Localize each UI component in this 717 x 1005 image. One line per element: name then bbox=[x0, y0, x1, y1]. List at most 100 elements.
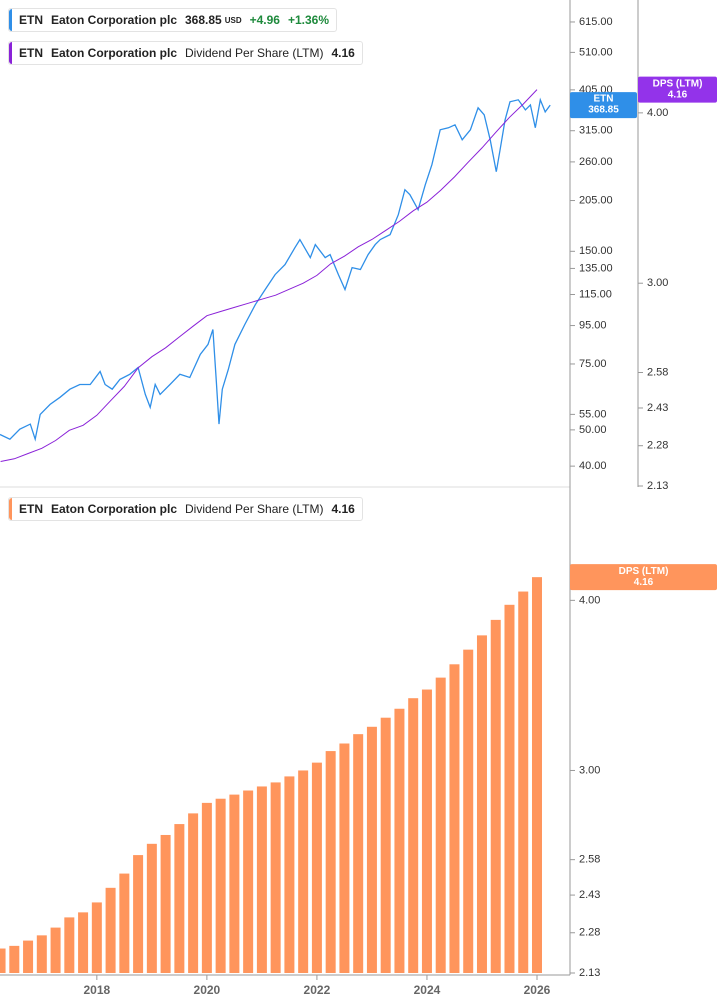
bar bbox=[215, 798, 226, 973]
x-tick-label: 2018 bbox=[83, 983, 110, 997]
bar bbox=[435, 677, 446, 973]
y-tick-label: 260.00 bbox=[579, 156, 613, 168]
bar bbox=[229, 794, 240, 973]
y-tick-label: 135.00 bbox=[579, 262, 613, 274]
y-tick-label: 2.43 bbox=[647, 402, 668, 414]
change-pct: +1.36% bbox=[287, 13, 330, 27]
price-tag-name: DPS (LTM) bbox=[653, 78, 703, 89]
company: Eaton Corporation plc bbox=[51, 46, 177, 60]
y-tick-label: 115.00 bbox=[579, 288, 612, 300]
y-tick-label: 2.58 bbox=[647, 366, 668, 378]
bar bbox=[133, 855, 144, 973]
symbol: ETN bbox=[19, 13, 43, 27]
symbol: ETN bbox=[19, 46, 43, 60]
bar bbox=[353, 734, 364, 973]
dps-value: 4.16 bbox=[331, 502, 355, 516]
x-tick-label: 2020 bbox=[194, 983, 221, 997]
line bbox=[0, 89, 538, 462]
bar bbox=[311, 762, 322, 973]
bar bbox=[394, 708, 405, 973]
bar bbox=[476, 635, 487, 973]
dps-value: 4.16 bbox=[331, 46, 355, 60]
bar bbox=[9, 945, 20, 973]
bar bbox=[160, 834, 171, 973]
y-tick-label: 2.28 bbox=[647, 440, 668, 452]
price-tag-value: 4.16 bbox=[668, 89, 688, 100]
currency: USD bbox=[224, 15, 242, 25]
x-tick-label: 2026 bbox=[524, 983, 551, 997]
y-tick-label: 2.13 bbox=[647, 480, 668, 492]
line bbox=[0, 97, 551, 442]
y-tick-label: 150.00 bbox=[579, 245, 613, 257]
bar bbox=[270, 782, 281, 973]
bar bbox=[64, 917, 75, 973]
y-tick-label: 2.58 bbox=[579, 854, 600, 866]
bar bbox=[91, 902, 102, 973]
bar bbox=[298, 770, 309, 973]
price: 368.85 bbox=[185, 13, 222, 27]
bar bbox=[105, 887, 116, 973]
y-tick-label: 55.00 bbox=[579, 408, 607, 420]
bar bbox=[504, 604, 515, 973]
symbol: ETN bbox=[19, 502, 43, 516]
bar bbox=[23, 940, 34, 973]
company: Eaton Corporation plc bbox=[51, 13, 177, 27]
y-tick-label: 4.00 bbox=[647, 107, 668, 119]
bar bbox=[490, 619, 501, 973]
bar bbox=[408, 698, 419, 973]
bar bbox=[284, 776, 295, 973]
y-tick-label: 2.43 bbox=[579, 889, 600, 901]
y-tick-label: 315.00 bbox=[579, 125, 613, 137]
bar bbox=[0, 948, 6, 973]
bar bbox=[449, 664, 460, 973]
bar bbox=[36, 935, 47, 973]
y-tick-label: 4.00 bbox=[579, 594, 600, 606]
y-tick-label: 75.00 bbox=[579, 358, 607, 370]
legend-dps: ETN Eaton Corporation plc Dividend Per S… bbox=[8, 41, 363, 65]
price-tag bbox=[638, 76, 717, 103]
y-tick-label: 95.00 bbox=[579, 319, 607, 331]
price-tag bbox=[570, 564, 717, 591]
x-tick-label: 2024 bbox=[414, 983, 441, 997]
y-tick-label: 510.00 bbox=[579, 46, 613, 58]
y-tick-label: 3.00 bbox=[647, 277, 668, 289]
bar bbox=[463, 649, 474, 973]
legend-dps-bars: ETN Eaton Corporation plc Dividend Per S… bbox=[8, 497, 363, 521]
y-tick-label: 3.00 bbox=[579, 764, 600, 776]
bar bbox=[243, 790, 254, 973]
company: Eaton Corporation plc bbox=[51, 502, 177, 516]
y-tick-label: 2.13 bbox=[579, 967, 600, 979]
y-tick-label: 2.28 bbox=[579, 927, 600, 939]
bar bbox=[366, 726, 377, 973]
y-tick-label: 50.00 bbox=[579, 424, 607, 436]
price-tag-value: 4.16 bbox=[634, 577, 654, 588]
metric: Dividend Per Share (LTM) bbox=[185, 46, 324, 60]
price-tag bbox=[570, 92, 637, 119]
bar bbox=[518, 591, 529, 973]
bar bbox=[50, 927, 61, 973]
bar bbox=[256, 786, 267, 973]
bar bbox=[531, 577, 542, 973]
bar bbox=[78, 912, 89, 973]
metric: Dividend Per Share (LTM) bbox=[185, 502, 324, 516]
bar bbox=[174, 824, 185, 973]
y-tick-label: 615.00 bbox=[579, 16, 613, 28]
change: +4.96 bbox=[249, 13, 280, 27]
bar bbox=[380, 717, 391, 973]
price-tag-name: ETN bbox=[594, 94, 614, 105]
price-tag-value: 368.85 bbox=[588, 105, 619, 116]
x-tick-label: 2022 bbox=[304, 983, 331, 997]
bar bbox=[325, 751, 336, 973]
bar bbox=[188, 813, 199, 973]
bar bbox=[119, 873, 130, 973]
y-tick-label: 40.00 bbox=[579, 460, 607, 472]
y-tick-label: 205.00 bbox=[579, 194, 613, 206]
bar bbox=[146, 843, 157, 973]
bar bbox=[421, 689, 432, 973]
bar bbox=[339, 743, 350, 973]
legend-price: ETN Eaton Corporation plc 368.85 USD +4.… bbox=[8, 8, 338, 32]
price-tag-name: DPS (LTM) bbox=[619, 566, 669, 577]
bar bbox=[201, 802, 212, 973]
